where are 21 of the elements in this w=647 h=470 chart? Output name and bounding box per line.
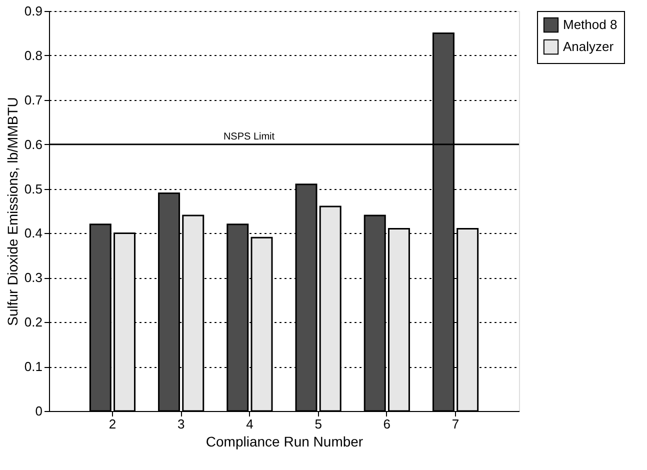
y-tick-label: 0 — [35, 404, 42, 418]
y-tick-label: 0.8 — [24, 48, 42, 63]
y-tick-label: 0.5 — [24, 181, 42, 196]
x-tick-label: 4 — [246, 416, 254, 432]
y-tick-label: 0.4 — [24, 226, 42, 241]
x-tick-label: 5 — [314, 416, 322, 432]
y-axis-title: Sulfur Dioxide Emissions, lb/MMBTU — [4, 97, 20, 326]
x-tick-label: 3 — [177, 416, 185, 432]
y-tick-label: 0.3 — [24, 270, 42, 286]
y-tick-label: 0.7 — [24, 92, 42, 108]
x-tick-label: 7 — [452, 416, 460, 432]
x-tick-label: 2 — [108, 416, 116, 432]
y-tick-label: 0.9 — [24, 4, 42, 18]
x-tick-label: 6 — [383, 416, 391, 432]
y-tick-label: 0.6 — [24, 136, 42, 152]
ref-line-label: NSPS Limit — [223, 131, 275, 142]
y-tick-label: 0.2 — [24, 314, 42, 330]
x-axis-title: Compliance Run Number — [206, 434, 364, 450]
legend-label: Method 8 — [563, 17, 618, 32]
legend-label: Analyzer — [563, 39, 614, 54]
y-tick-label: 0.1 — [24, 359, 42, 374]
